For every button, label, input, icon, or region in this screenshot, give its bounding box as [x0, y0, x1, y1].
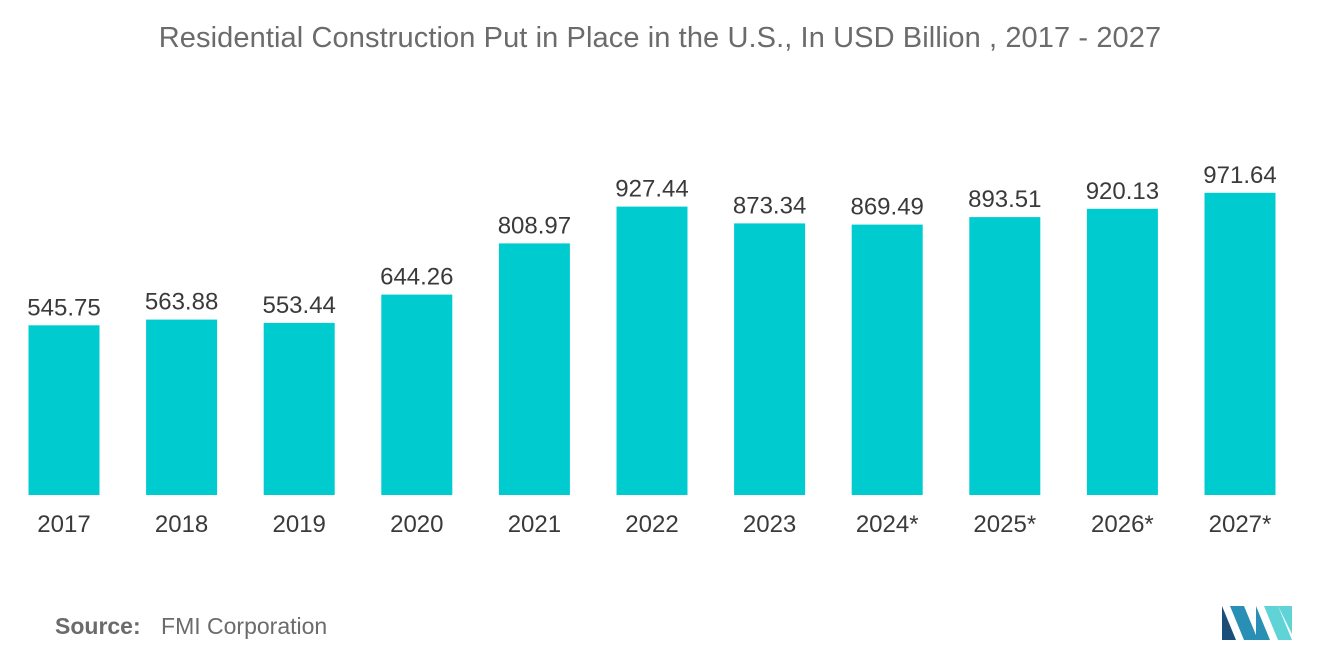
data-label-2026-forecast: 920.13 [1086, 178, 1159, 205]
x-tick-label-2023: 2023 [743, 511, 796, 538]
logo-shape-mid-2 [1256, 606, 1270, 640]
logo-shape-left [1222, 606, 1236, 640]
x-tick-label-2017: 2017 [37, 511, 90, 538]
data-label-2022: 927.44 [615, 176, 688, 203]
bars-group [28, 192, 1276, 496]
x-tick-label-2020: 2020 [390, 511, 443, 538]
bar-2027-forecast [1204, 192, 1276, 496]
mordor-intelligence-logo-icon [1222, 606, 1292, 640]
bar-2023 [734, 223, 806, 495]
bar-2021 [498, 243, 570, 495]
data-label-2017: 545.75 [27, 294, 100, 321]
source-note: Source: FMI Corporation [55, 613, 327, 640]
x-tick-label-2026-forecast: 2026* [1091, 511, 1154, 538]
x-tick-label-2018: 2018 [155, 511, 208, 538]
x-tick-label-2024-forecast: 2024* [856, 511, 919, 538]
value-labels-group: 545.75 563.88 553.44 644.26 808.97 927.44 873.… [27, 162, 1276, 321]
bar-2019 [263, 322, 335, 495]
data-label-2021: 808.97 [498, 212, 571, 239]
logo-shape-right-bar [1278, 606, 1292, 634]
bar-2018 [146, 319, 218, 495]
data-label-2027-forecast: 971.64 [1203, 162, 1276, 189]
x-tick-label-2027-forecast: 2027* [1209, 511, 1272, 538]
logo-shape-mid-1 [1230, 606, 1258, 640]
bar-2017 [28, 325, 100, 495]
chart-title: Residential Construction Put in Place in… [158, 22, 1162, 54]
source-value: FMI Corporation [161, 613, 328, 639]
x-tick-label-2025-forecast: 2025* [973, 511, 1036, 538]
bar-2026-forecast [1086, 208, 1158, 496]
data-label-2024-forecast: 869.49 [850, 194, 923, 221]
x-tick-label-2019: 2019 [273, 511, 326, 538]
x-axis-tick-labels: 2017 2018 2019 2020 2021 2022 2023 2024* 2025* 20… [37, 511, 1271, 538]
data-label-2019: 553.44 [262, 292, 335, 319]
source-label: Source: [55, 613, 141, 639]
data-label-2020: 644.26 [380, 264, 453, 291]
x-tick-label-2022: 2022 [625, 511, 678, 538]
bar-2024-forecast [851, 224, 923, 495]
bar-2022 [616, 206, 688, 495]
data-label-2023: 873.34 [733, 192, 806, 219]
logo-shape-right [1264, 606, 1292, 640]
x-tick-label-2021: 2021 [508, 511, 561, 538]
data-label-2018: 563.88 [145, 289, 218, 316]
bar-2020 [381, 294, 453, 495]
data-label-2025-forecast: 893.51 [968, 186, 1041, 213]
bar-2025-forecast [969, 217, 1041, 495]
